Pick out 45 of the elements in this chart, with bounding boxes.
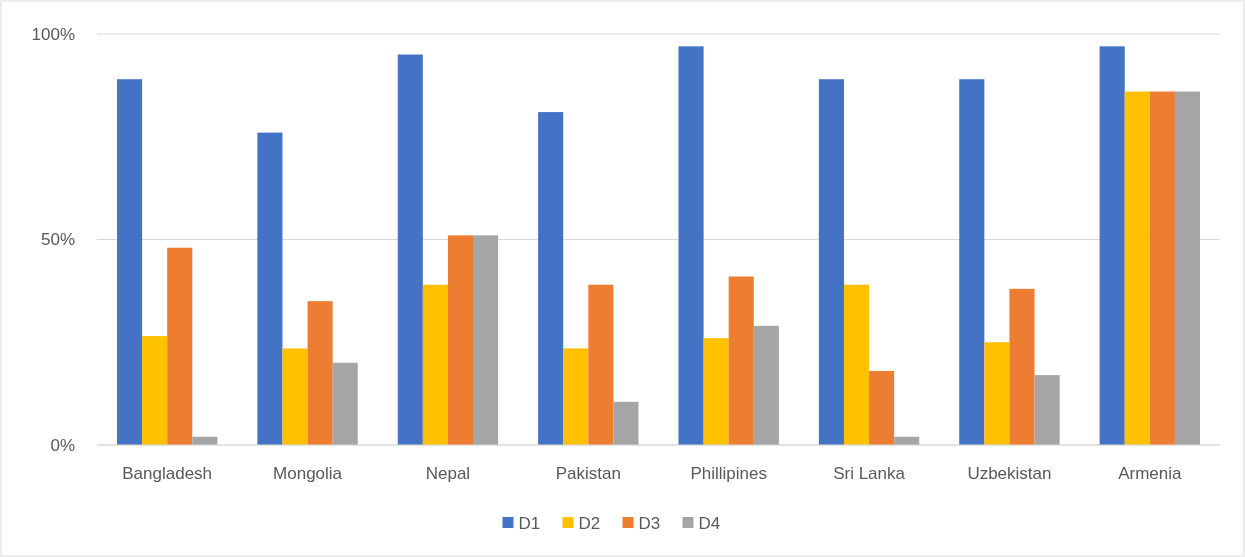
legend-label: D2	[578, 513, 601, 533]
legend-label: D4	[698, 513, 721, 533]
x-tick-label: Nepal	[425, 464, 471, 483]
x-tick-label: Armenia	[1118, 464, 1182, 483]
bar	[1009, 288, 1035, 445]
legend-label: D1	[518, 513, 541, 533]
bar	[307, 301, 333, 445]
bar	[1124, 91, 1150, 445]
bar	[257, 132, 283, 445]
x-tick-label: Sri Lanka	[833, 464, 906, 483]
bar	[1099, 46, 1125, 445]
bar	[397, 54, 423, 445]
y-tick-label: 50%	[40, 230, 75, 250]
bar	[1034, 375, 1060, 445]
bar	[1174, 91, 1200, 445]
bar	[117, 79, 143, 445]
bar	[703, 338, 729, 445]
x-tick-label: Uzbekistan	[967, 464, 1052, 483]
bar	[142, 336, 168, 445]
bar	[332, 362, 358, 445]
bar	[959, 79, 985, 445]
bar	[843, 284, 870, 445]
y-tick-label: 0%	[50, 435, 75, 455]
bar	[563, 348, 589, 445]
bar	[728, 276, 754, 445]
bar	[282, 348, 308, 445]
y-tick-label: 100%	[31, 24, 75, 44]
bar	[818, 79, 844, 445]
legend-label: D3	[638, 513, 661, 533]
x-tick-label: Bangladesh	[122, 464, 213, 483]
bar	[869, 371, 895, 445]
bar	[678, 46, 704, 445]
bar	[167, 247, 193, 445]
bar	[1149, 91, 1175, 445]
x-tick-label: Pakistan	[555, 464, 621, 483]
x-tick-label: Phillipines	[690, 464, 767, 483]
bar	[588, 284, 614, 445]
bar	[613, 401, 639, 445]
bar	[447, 235, 474, 445]
bar	[538, 112, 564, 445]
bar	[753, 325, 779, 445]
bar	[422, 284, 448, 445]
x-tick-label: Mongolia	[273, 464, 343, 483]
bar	[473, 235, 499, 445]
bar	[984, 342, 1010, 445]
